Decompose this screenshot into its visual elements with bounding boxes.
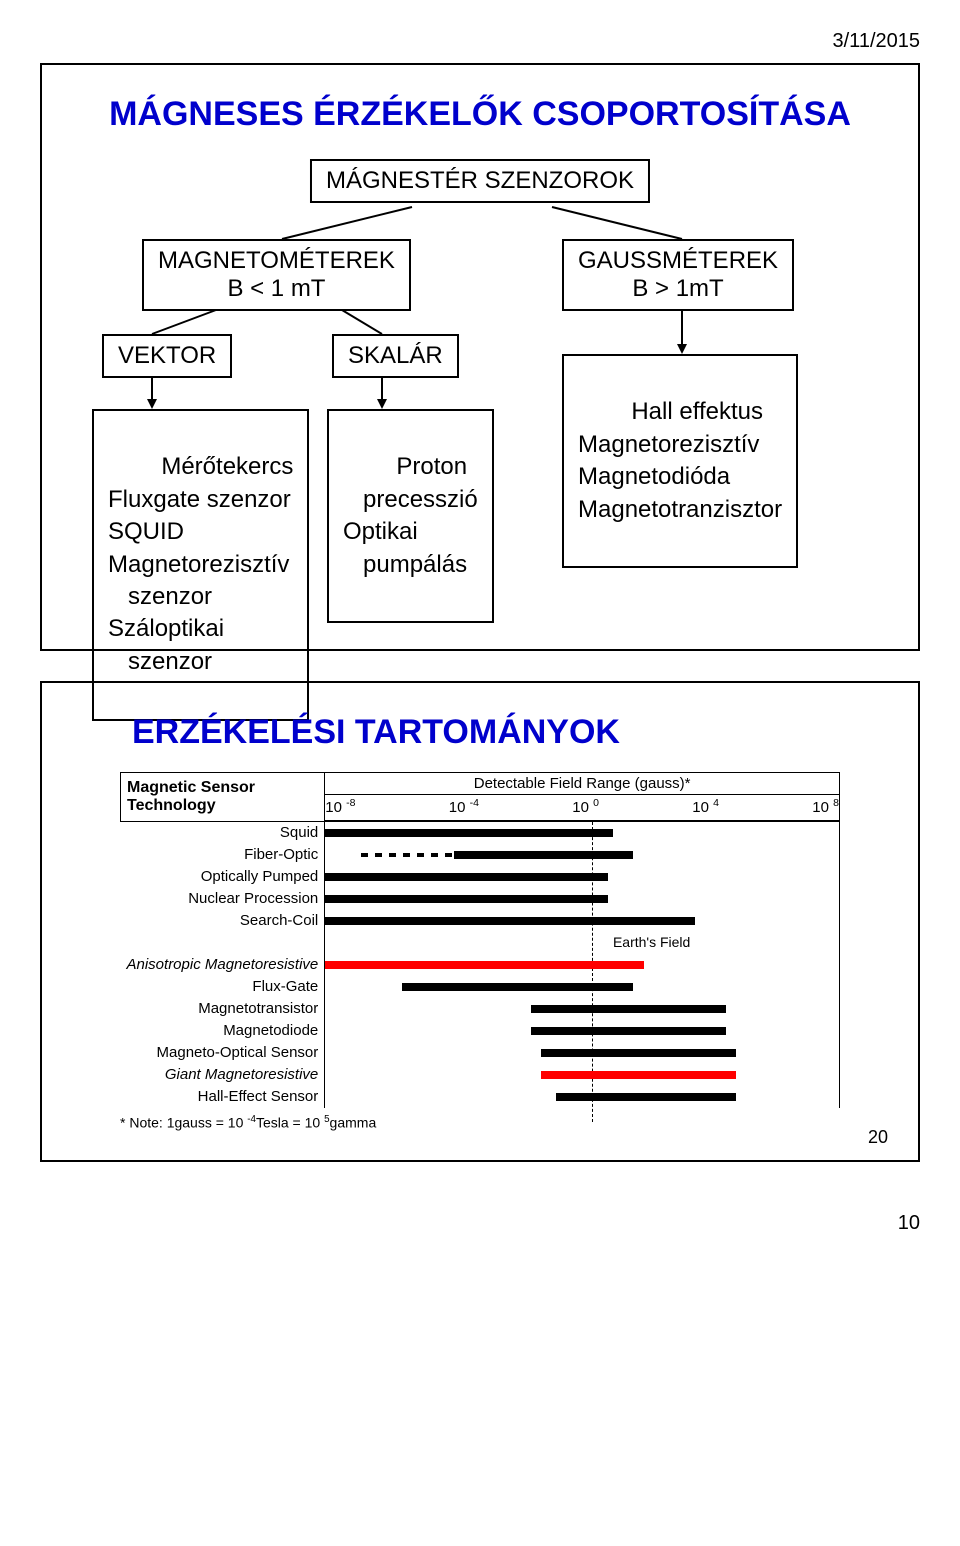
earth-field-label: Earth's Field <box>613 934 690 950</box>
vektor-box: VEKTOR <box>102 334 232 378</box>
sensor-label: Magneto-Optical Sensor <box>121 1042 325 1064</box>
gauss-line2: B > 1mT <box>578 275 778 303</box>
bar-cell <box>325 1086 840 1108</box>
slide1-title: MÁGNESES ÉRZÉKELŐK CSOPORTOSÍTÁSA <box>82 95 878 134</box>
range-bar <box>325 895 608 903</box>
mag-line1: MAGNETOMÉTEREK <box>158 247 395 275</box>
bar-cell <box>325 1064 840 1086</box>
tech-header: Magnetic Sensor Technology <box>121 773 325 822</box>
sensor-label: Giant Magnetoresistive <box>121 1064 325 1086</box>
sensor-label: Magnetotransistor <box>121 998 325 1020</box>
tick-row: 10 -8 10 -4 10 0 10 4 10 8 <box>325 795 839 821</box>
magnetometers-box: MAGNETOMÉTEREK B < 1 mT <box>142 239 411 311</box>
tick-label: 10 -8 <box>325 797 355 816</box>
bar-cell <box>325 844 840 866</box>
sensor-label: Squid <box>121 822 325 844</box>
range-header: Detectable Field Range (gauss)* <box>325 773 840 795</box>
bar-cell <box>325 1042 840 1064</box>
chart-note: * Note: 1gauss = 10 -4Tesla = 10 5gamma <box>120 1114 840 1131</box>
vektor-items-box: Mérőtekercs Fluxgate szenzor SQUID Magne… <box>92 409 309 721</box>
bar-cell <box>325 866 840 888</box>
range-bar <box>531 1027 726 1035</box>
skalar-label: SKALÁR <box>348 342 443 369</box>
range-bar <box>325 917 695 925</box>
root-label: MÁGNESTÉR SZENZOROK <box>326 167 634 194</box>
range-bar <box>361 853 453 857</box>
gauss-line1: GAUSSMÉTEREK <box>578 247 778 275</box>
range-bar <box>325 873 608 881</box>
vektor-label: VEKTOR <box>118 342 216 369</box>
sensor-label: Magnetodiode <box>121 1020 325 1042</box>
bar-cell <box>325 822 840 844</box>
tick-label: 10 8 <box>812 797 839 816</box>
bar-cell <box>325 910 840 932</box>
range-bar <box>556 1093 736 1101</box>
mag-line2: B < 1 mT <box>158 275 395 303</box>
date-stamp: 3/11/2015 <box>40 30 920 53</box>
skalar-box: SKALÁR <box>332 334 459 378</box>
root-box: MÁGNESTÉR SZENZOROK <box>310 159 650 203</box>
bar-cell <box>325 1020 840 1042</box>
bar-cell <box>325 888 840 910</box>
range-bar <box>541 1071 736 1079</box>
slide2-title: ERZÉKELÉSI TARTOMÁNYOK <box>132 713 878 752</box>
gaussmeters-box: GAUSSMÉTEREK B > 1mT <box>562 239 794 311</box>
range-bar <box>402 983 633 991</box>
skalar-items: Proton precesszió Optikai pumpálás <box>343 453 478 577</box>
bar-cell: Earth's Field <box>325 932 840 954</box>
slide-2: ERZÉKELÉSI TARTOMÁNYOK Magnetic Sensor T… <box>40 681 920 1162</box>
tick-label: 10 4 <box>692 797 719 816</box>
range-bar <box>531 1005 726 1013</box>
sensor-label: Search-Coil <box>121 910 325 932</box>
sensor-label: Fiber-Optic <box>121 844 325 866</box>
range-bar <box>454 851 634 859</box>
sensor-label: Optically Pumped <box>121 866 325 888</box>
range-bar <box>325 829 613 837</box>
slide2-pagenum: 20 <box>868 1127 888 1148</box>
sensor-label: Hall-Effect Sensor <box>121 1086 325 1108</box>
range-bar <box>325 961 644 969</box>
tick-label: 10 -4 <box>449 797 479 816</box>
bar-cell <box>325 954 840 976</box>
sensor-label: Nuclear Procession <box>121 888 325 910</box>
gauss-items: Hall effektus Magnetorezisztív Magnetodi… <box>578 398 782 522</box>
vektor-items: Mérőtekercs Fluxgate szenzor SQUID Magne… <box>108 453 293 674</box>
slide-1: MÁGNESES ÉRZÉKELŐK CSOPORTOSÍTÁSA <box>40 63 920 651</box>
tick-label: 10 0 <box>572 797 599 816</box>
footer-pagenum: 10 <box>0 1212 960 1255</box>
range-chart: Magnetic Sensor Technology Detectable Fi… <box>120 772 840 1130</box>
sensor-label <box>121 932 325 954</box>
sensor-label: Flux-Gate <box>121 976 325 998</box>
range-bar <box>541 1049 736 1057</box>
bar-cell <box>325 998 840 1020</box>
sensor-label: Anisotropic Magnetoresistive <box>121 954 325 976</box>
gauss-items-box: Hall effektus Magnetorezisztív Magnetodi… <box>562 354 798 568</box>
skalar-items-box: Proton precesszió Optikai pumpálás <box>327 409 494 623</box>
bar-cell <box>325 976 840 998</box>
